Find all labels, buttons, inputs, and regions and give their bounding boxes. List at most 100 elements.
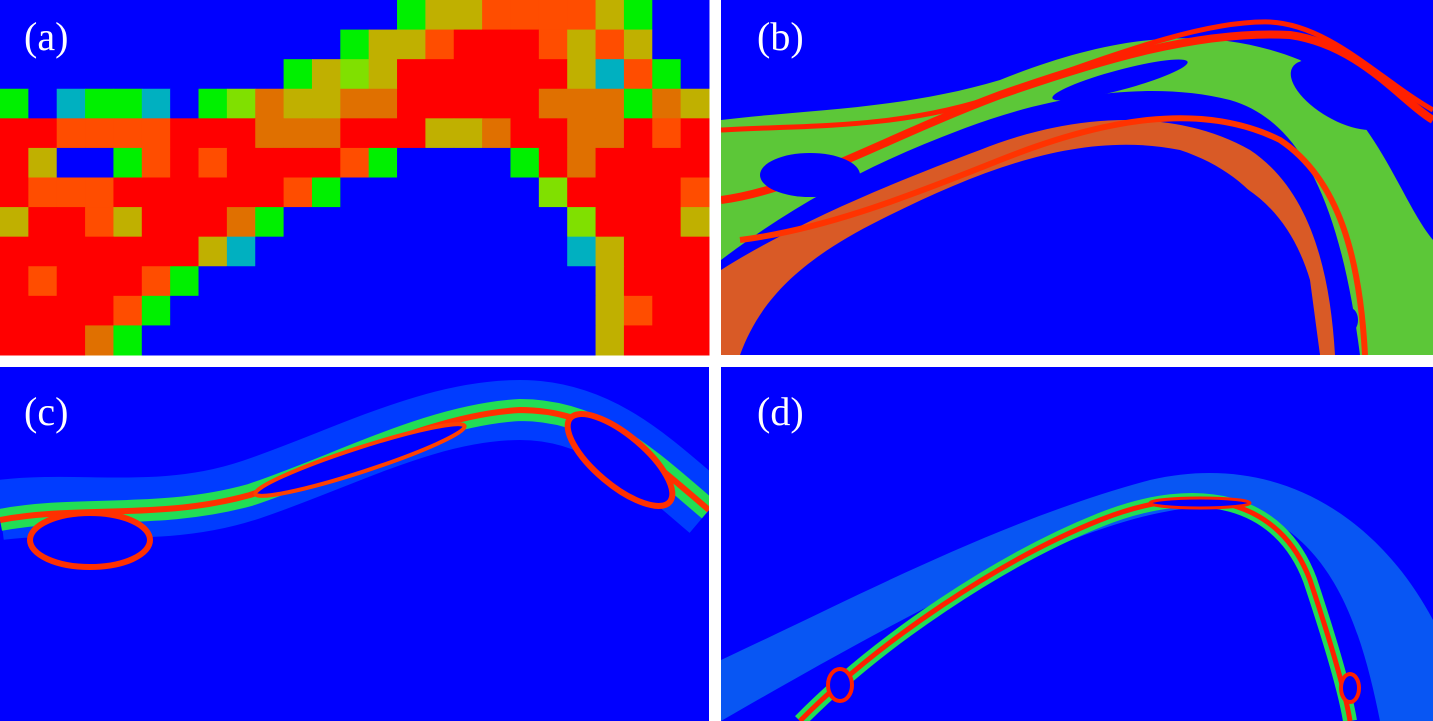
cell	[170, 88, 200, 119]
cell	[28, 295, 58, 326]
panel-b	[721, 0, 1433, 355]
cell	[56, 295, 86, 326]
cell	[538, 207, 568, 238]
cell	[28, 177, 58, 208]
cell	[0, 266, 29, 297]
cell	[397, 59, 426, 90]
cell	[595, 325, 625, 356]
cell	[538, 0, 568, 31]
cell	[368, 236, 398, 267]
cell	[652, 29, 682, 60]
cell	[311, 0, 341, 31]
cell	[226, 236, 256, 267]
cell	[113, 295, 143, 326]
cell	[482, 88, 511, 119]
cell	[340, 147, 370, 178]
cell	[311, 29, 341, 60]
cell	[198, 236, 228, 267]
cell	[170, 325, 200, 356]
cell	[397, 236, 426, 267]
cell	[652, 177, 682, 208]
panel-label: (b)	[757, 14, 804, 59]
cell	[425, 207, 455, 238]
cell	[283, 118, 313, 149]
cell	[538, 325, 568, 356]
cell	[397, 88, 426, 119]
cell	[56, 236, 86, 267]
cell	[283, 88, 313, 119]
cell	[680, 118, 710, 149]
cell	[226, 207, 256, 238]
cell	[652, 0, 682, 31]
cell	[425, 147, 455, 178]
cell	[170, 207, 200, 238]
cell	[567, 118, 597, 149]
cell	[567, 266, 597, 297]
cell	[255, 0, 285, 31]
cell	[510, 29, 540, 60]
cell	[141, 325, 171, 356]
cell	[680, 177, 710, 208]
cell	[141, 266, 171, 297]
cell	[567, 88, 597, 119]
cell	[170, 177, 200, 208]
cell	[56, 147, 86, 178]
cell	[85, 295, 114, 326]
cell	[368, 118, 398, 149]
cell	[85, 88, 114, 119]
cell	[453, 59, 483, 90]
cell	[623, 295, 653, 326]
cell	[510, 59, 540, 90]
cell	[283, 147, 313, 178]
cell	[170, 295, 200, 326]
cell	[226, 59, 256, 90]
cell	[85, 0, 114, 31]
cell	[482, 266, 511, 297]
cell	[85, 207, 114, 238]
cell	[368, 207, 398, 238]
cell	[28, 266, 58, 297]
cell	[198, 325, 228, 356]
cell	[170, 29, 200, 60]
cell	[425, 118, 455, 149]
cell	[340, 207, 370, 238]
cell	[652, 59, 682, 90]
cell	[567, 236, 597, 267]
cell	[567, 295, 597, 326]
cell	[170, 147, 200, 178]
cell	[397, 266, 426, 297]
cell	[340, 177, 370, 208]
cell	[226, 29, 256, 60]
cell	[283, 266, 313, 297]
cell	[623, 118, 653, 149]
panel-label: (c)	[24, 389, 68, 434]
cell	[397, 147, 426, 178]
cell	[56, 207, 86, 238]
cell	[623, 0, 653, 31]
cell	[538, 295, 568, 326]
cell	[28, 236, 58, 267]
cell	[198, 207, 228, 238]
cell	[567, 325, 597, 356]
cell	[397, 207, 426, 238]
cell	[482, 59, 511, 90]
cell	[510, 177, 540, 208]
cell	[510, 118, 540, 149]
cell	[510, 147, 540, 178]
cell	[595, 236, 625, 267]
cell	[340, 29, 370, 60]
cell	[226, 266, 256, 297]
cell	[595, 207, 625, 238]
cell	[56, 59, 86, 90]
cell	[113, 0, 143, 31]
cell	[56, 266, 86, 297]
cell	[85, 29, 114, 60]
cell	[85, 177, 114, 208]
cell	[85, 236, 114, 267]
cell	[255, 207, 285, 238]
cell	[28, 325, 58, 356]
cell	[482, 29, 511, 60]
cell	[595, 118, 625, 149]
cell	[0, 59, 29, 90]
